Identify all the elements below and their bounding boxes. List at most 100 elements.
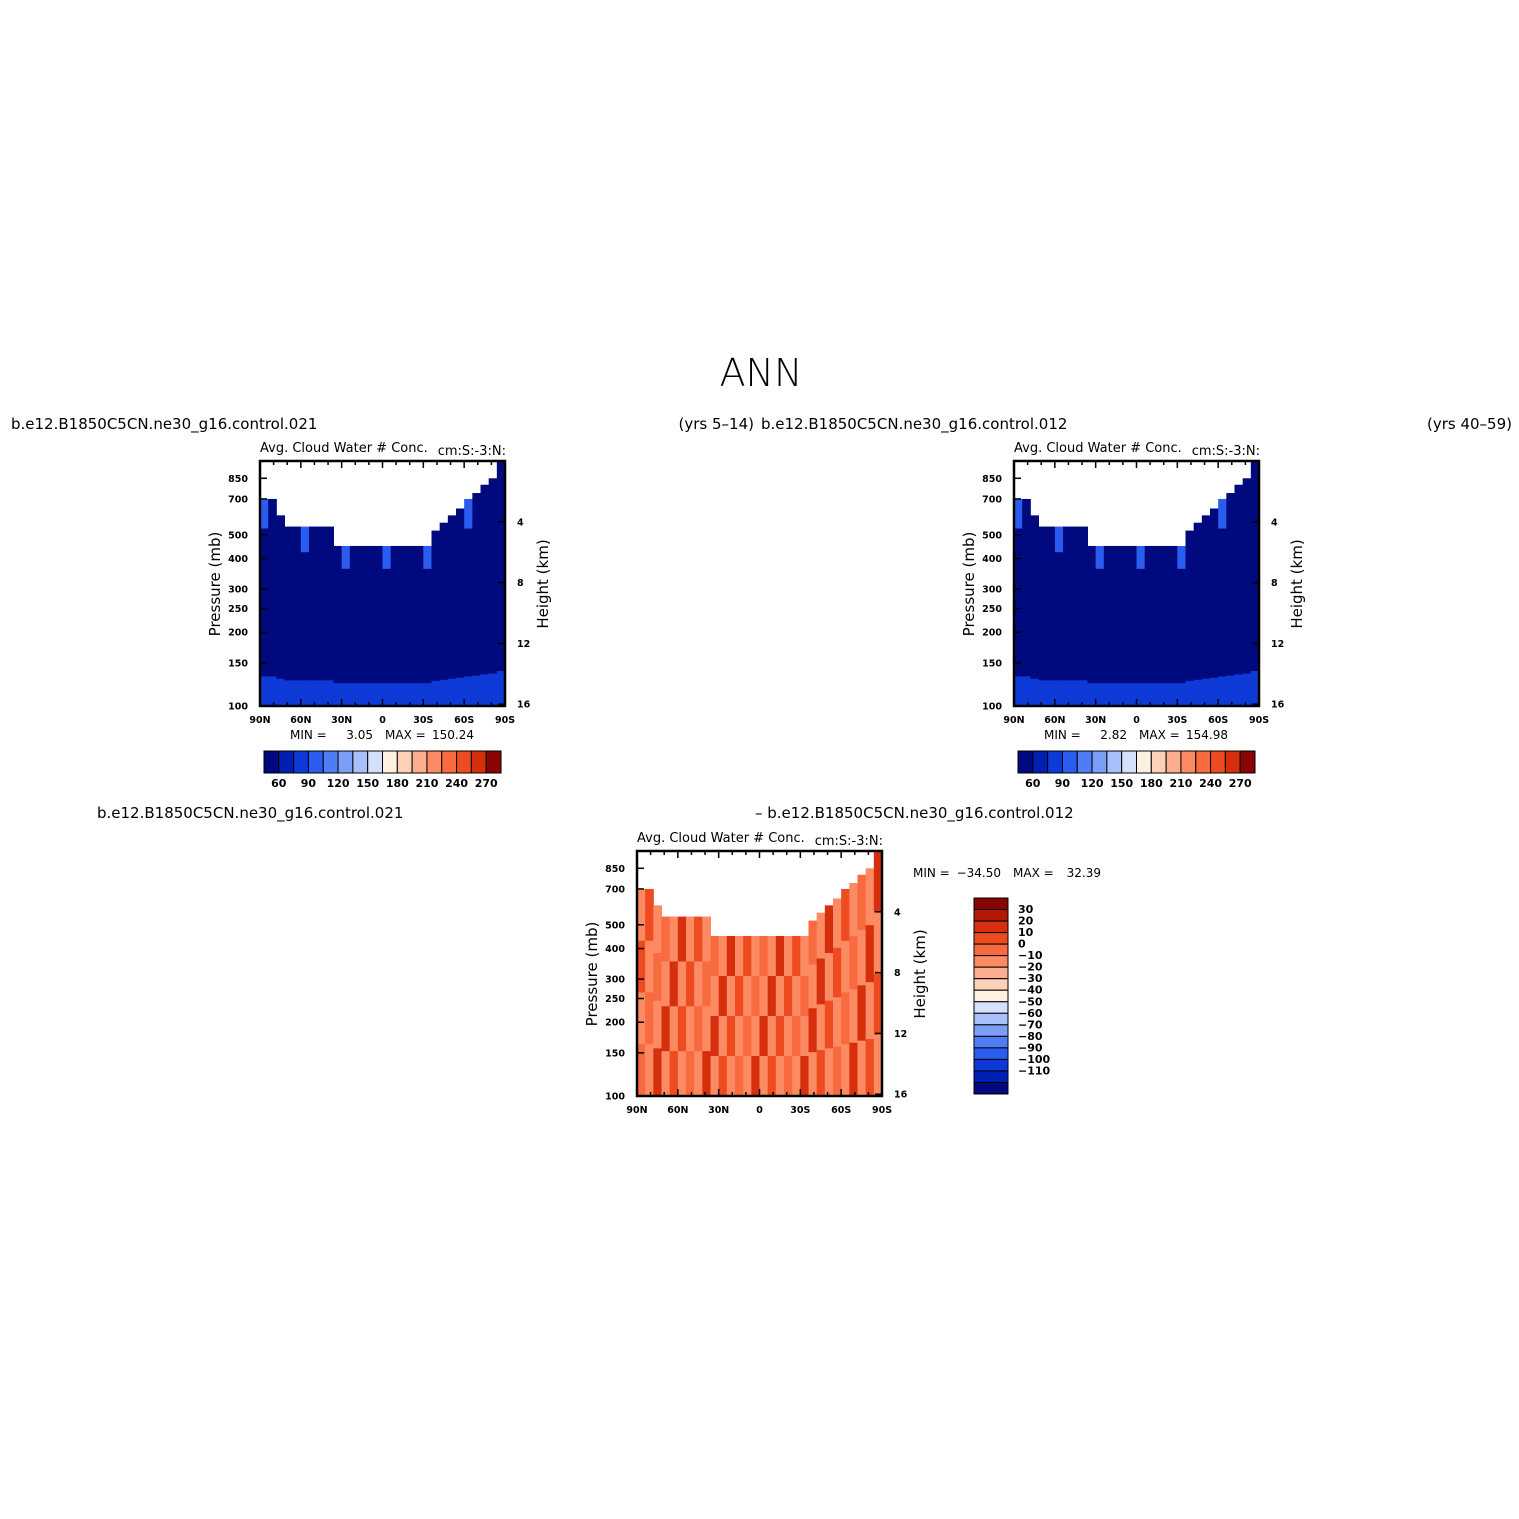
contour-cell bbox=[1144, 660, 1154, 684]
contour-cell bbox=[398, 591, 408, 616]
contour-cell bbox=[1210, 677, 1219, 707]
contour-cell bbox=[759, 1055, 769, 1097]
contour-cell bbox=[1177, 614, 1186, 638]
contour-cell bbox=[423, 637, 432, 661]
y-tick-label: 150 bbox=[605, 1048, 625, 1059]
contour-cell bbox=[382, 683, 392, 707]
contour-cell bbox=[1210, 564, 1219, 594]
contour-cell bbox=[1022, 676, 1031, 707]
contour-cell bbox=[1201, 597, 1211, 625]
contour-cell bbox=[276, 678, 285, 707]
colorbar-swatch bbox=[411, 750, 428, 774]
contour-cell bbox=[784, 1015, 793, 1057]
contour-cell bbox=[309, 577, 318, 604]
y-axis-right-label: Height (km) bbox=[1288, 539, 1306, 628]
x-tick-label: 90S bbox=[872, 1105, 892, 1116]
contour-cell bbox=[1054, 654, 1064, 681]
contour-cell bbox=[775, 975, 785, 1017]
contour-cell bbox=[374, 660, 383, 684]
y-axis-right-label: Height (km) bbox=[911, 929, 929, 1018]
contour-cell bbox=[333, 568, 343, 593]
contour-cell bbox=[284, 629, 294, 656]
contour-cell bbox=[276, 515, 285, 544]
x-tick-label: 30S bbox=[1167, 715, 1187, 726]
contour-cell bbox=[726, 1055, 736, 1097]
contour-cell bbox=[276, 624, 285, 653]
contour-cell bbox=[431, 605, 441, 632]
panel-region: cm:S:-3:N: bbox=[438, 444, 506, 459]
contour-cell bbox=[1022, 587, 1031, 618]
contour-cell bbox=[1242, 543, 1252, 577]
contour-cell bbox=[398, 637, 408, 661]
contour-cell bbox=[488, 608, 498, 642]
contour-cell bbox=[1193, 627, 1203, 655]
contour-cell bbox=[300, 603, 310, 630]
contour-cell bbox=[735, 975, 744, 1017]
colorbar-swatch bbox=[1165, 750, 1182, 774]
contour-cell bbox=[743, 1015, 752, 1057]
contour-cell bbox=[1120, 660, 1129, 684]
contour-cell bbox=[292, 680, 302, 707]
contour-cell bbox=[358, 637, 367, 661]
contour-cell bbox=[1120, 614, 1129, 638]
contour-cell bbox=[694, 1051, 703, 1097]
contour-cell bbox=[1087, 683, 1097, 707]
colorbar-swatch bbox=[322, 750, 339, 774]
colorbar-label: 270 bbox=[475, 777, 498, 790]
colorbar-swatch bbox=[973, 955, 1009, 968]
contour-cell bbox=[390, 568, 400, 593]
contour-cell bbox=[1112, 683, 1121, 707]
contour-cell bbox=[464, 617, 473, 648]
contour-cell bbox=[669, 961, 679, 1007]
contour-cell bbox=[1014, 587, 1023, 618]
y-tick-label: 150 bbox=[228, 658, 248, 669]
contour-cell bbox=[1022, 617, 1031, 648]
contour-cell bbox=[325, 526, 334, 553]
contour-cell bbox=[833, 898, 842, 949]
contour-cell bbox=[718, 1055, 728, 1097]
contour-cell bbox=[833, 947, 842, 998]
contour-cell bbox=[349, 545, 359, 570]
contour-cell bbox=[702, 1006, 711, 1052]
contour-cell bbox=[300, 552, 310, 579]
contour-cell bbox=[382, 660, 392, 684]
contour-cell bbox=[767, 975, 777, 1017]
contour-cell bbox=[1169, 591, 1178, 616]
contour-cell bbox=[669, 1051, 679, 1097]
contour-cell bbox=[1234, 611, 1244, 644]
colorbar: 60 90 120 150 180 210 240 270 bbox=[263, 750, 502, 790]
colorbar-swatch bbox=[973, 989, 1009, 1003]
years-label-b: (yrs 40–59) bbox=[1427, 415, 1512, 433]
y-right-tick-label: 8 bbox=[894, 968, 901, 979]
contour-cell bbox=[1242, 608, 1252, 642]
y-tick-label: 700 bbox=[605, 884, 625, 895]
contour-cell bbox=[1185, 680, 1195, 707]
contour-cell bbox=[849, 936, 858, 991]
contour-cell bbox=[1144, 637, 1154, 661]
contour-cell bbox=[661, 916, 671, 962]
colorbar-label: 60 bbox=[1025, 777, 1041, 790]
contour-cell bbox=[1079, 629, 1088, 656]
contour-cell bbox=[1218, 646, 1227, 677]
contour-cell bbox=[1030, 678, 1039, 707]
contour-cell bbox=[1152, 591, 1162, 616]
contour-cell bbox=[390, 660, 400, 684]
contour-cell bbox=[1250, 496, 1260, 532]
x-tick-label: 90N bbox=[249, 715, 270, 726]
contour-cell bbox=[439, 575, 449, 602]
colorbar-label: −90 bbox=[1018, 1041, 1043, 1054]
contour-cell bbox=[1144, 683, 1154, 707]
contour-cell bbox=[1152, 614, 1162, 638]
max-value: 32.39 bbox=[1067, 866, 1101, 880]
contour-cell bbox=[1169, 568, 1178, 593]
contour-cell bbox=[857, 1040, 867, 1097]
contour-cell bbox=[784, 1055, 793, 1097]
contour-cell bbox=[260, 676, 269, 707]
contour-cell bbox=[1054, 629, 1064, 656]
y-tick-label: 400 bbox=[982, 554, 1002, 565]
contour-cell bbox=[1242, 673, 1252, 707]
x-tick-label: 60S bbox=[831, 1105, 851, 1116]
contour-cell bbox=[1120, 568, 1129, 593]
contour-cell bbox=[456, 649, 465, 679]
contour-cell bbox=[1250, 636, 1260, 672]
